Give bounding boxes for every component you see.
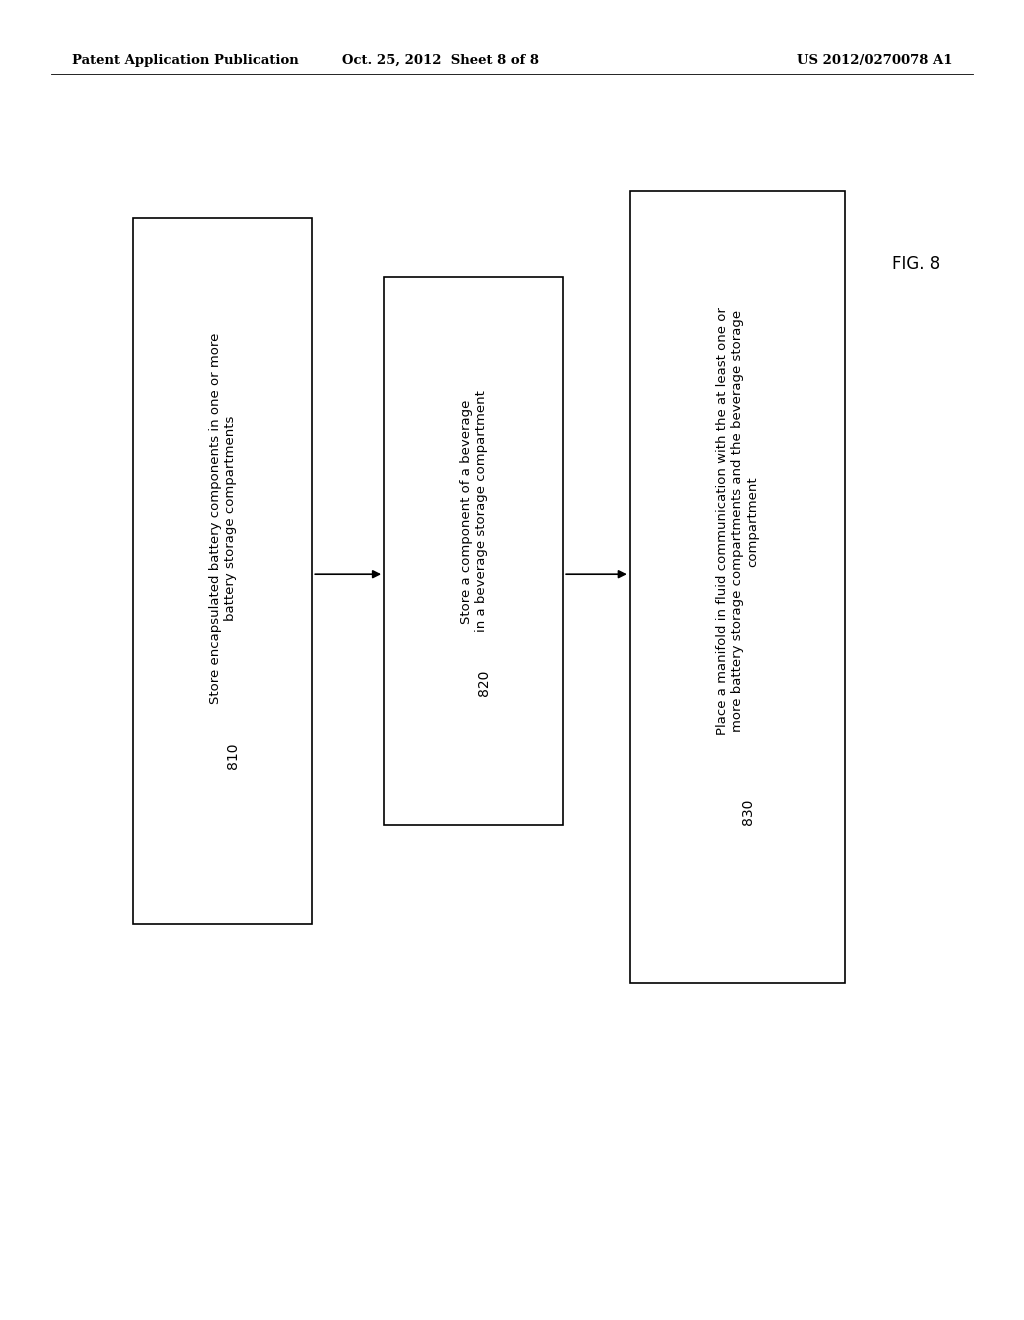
Bar [133, 218, 312, 924]
Text: Store a component of a beverage
in a beverage storage compartment: Store a component of a beverage in a bev… [460, 391, 487, 632]
Text: 820: 820 [477, 671, 490, 696]
Text: 830: 830 [740, 799, 755, 825]
Text: Store encapsulated battery components in one or more
battery storage compartment: Store encapsulated battery components in… [209, 333, 237, 704]
Text: Place a manifold in fluid communication with the at least one or
more battery st: Place a manifold in fluid communication … [716, 308, 759, 735]
Text: 810: 810 [226, 742, 240, 770]
Bar [630, 191, 845, 983]
Bar [384, 277, 563, 825]
Text: FIG. 8: FIG. 8 [892, 255, 941, 273]
Text: Patent Application Publication: Patent Application Publication [72, 54, 298, 67]
Text: Oct. 25, 2012  Sheet 8 of 8: Oct. 25, 2012 Sheet 8 of 8 [342, 54, 539, 67]
Text: US 2012/0270078 A1: US 2012/0270078 A1 [797, 54, 952, 67]
